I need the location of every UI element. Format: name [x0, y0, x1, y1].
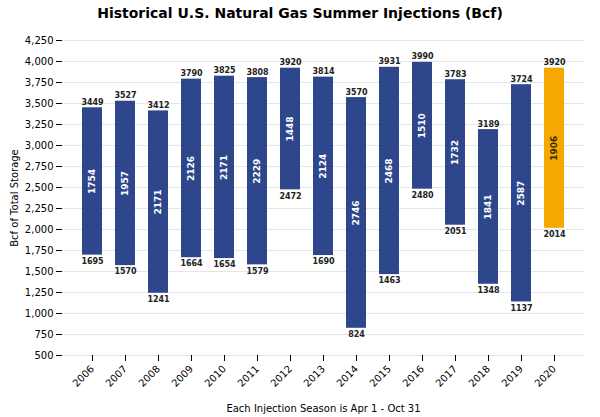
svg-text:3449: 3449: [81, 98, 104, 107]
svg-text:2171: 2171: [219, 155, 229, 180]
svg-text:1654: 1654: [213, 260, 236, 269]
svg-text:3412: 3412: [147, 101, 169, 110]
svg-text:3825: 3825: [213, 66, 236, 75]
svg-text:2013: 2013: [301, 363, 327, 389]
svg-text:2014: 2014: [334, 363, 360, 389]
svg-text:2051: 2051: [444, 227, 467, 236]
svg-text:2006: 2006: [70, 363, 96, 389]
svg-text:3790: 3790: [180, 69, 203, 78]
svg-text:2587: 2587: [516, 181, 526, 206]
svg-text:3,750: 3,750: [25, 77, 54, 88]
svg-text:1579: 1579: [246, 267, 269, 276]
svg-text:1732: 1732: [450, 140, 460, 165]
svg-text:2124: 2124: [318, 154, 328, 179]
svg-text:3724: 3724: [510, 75, 533, 84]
svg-text:2480: 2480: [411, 191, 434, 200]
svg-text:1,250: 1,250: [25, 287, 54, 298]
svg-text:1348: 1348: [477, 286, 500, 295]
svg-text:2,000: 2,000: [25, 224, 54, 235]
html-text:Historical U.S. Natural Gas Su: Historical U.S. Natural Gas Summer Injec…: [97, 5, 503, 21]
svg-text:3,000: 3,000: [25, 140, 54, 151]
svg-text:500: 500: [34, 350, 53, 361]
svg-text:750: 750: [34, 329, 53, 340]
svg-text:3931: 3931: [378, 57, 401, 66]
svg-text:2,250: 2,250: [25, 203, 54, 214]
svg-text:1841: 1841: [483, 194, 493, 219]
svg-text:824: 824: [348, 330, 365, 339]
svg-text:1241: 1241: [147, 295, 170, 304]
svg-text:4,000: 4,000: [25, 56, 54, 67]
svg-text:2020: 2020: [532, 363, 558, 389]
svg-text:1448: 1448: [285, 117, 295, 142]
svg-text:1695: 1695: [81, 257, 104, 266]
svg-text:3527: 3527: [114, 91, 136, 100]
svg-text:2,750: 2,750: [25, 161, 54, 172]
svg-text:Each Injection Season is Apr 1: Each Injection Season is Apr 1 - Oct 31: [226, 403, 420, 414]
svg-text:2018: 2018: [466, 363, 492, 389]
svg-text:2016: 2016: [400, 363, 426, 389]
svg-text:2012: 2012: [268, 363, 294, 389]
svg-text:3,250: 3,250: [25, 119, 54, 130]
svg-text:2746: 2746: [351, 200, 361, 225]
svg-text:Bcf of Total Storage: Bcf of Total Storage: [9, 149, 20, 247]
svg-text:2171: 2171: [153, 190, 163, 215]
svg-text:2009: 2009: [169, 363, 195, 389]
svg-text:1137: 1137: [510, 304, 532, 313]
svg-text:2010: 2010: [202, 363, 228, 389]
svg-text:2017: 2017: [433, 363, 459, 389]
svg-text:1664: 1664: [180, 259, 203, 268]
svg-text:1957: 1957: [120, 171, 130, 196]
svg-text:3570: 3570: [345, 88, 368, 97]
svg-text:3990: 3990: [411, 52, 434, 61]
svg-text:1,000: 1,000: [25, 308, 54, 319]
svg-text:2126: 2126: [186, 156, 196, 181]
svg-text:3920: 3920: [279, 58, 302, 67]
svg-text:2472: 2472: [279, 192, 301, 201]
svg-text:2468: 2468: [384, 158, 394, 183]
svg-text:3808: 3808: [246, 68, 269, 77]
svg-text:2014: 2014: [543, 230, 566, 239]
svg-text:1906: 1906: [549, 136, 559, 161]
svg-text:2019: 2019: [499, 363, 525, 389]
svg-text:2015: 2015: [367, 363, 393, 389]
svg-text:3189: 3189: [477, 120, 500, 129]
svg-text:2008: 2008: [136, 363, 162, 389]
svg-text:1463: 1463: [378, 276, 400, 285]
svg-text:2,500: 2,500: [25, 182, 54, 193]
svg-text:3814: 3814: [312, 67, 335, 76]
svg-text:1754: 1754: [87, 169, 97, 194]
svg-text:2007: 2007: [103, 363, 129, 389]
svg-text:3,500: 3,500: [25, 98, 54, 109]
svg-text:1510: 1510: [417, 113, 427, 138]
svg-text:4,250: 4,250: [25, 35, 54, 46]
svg-text:3920: 3920: [543, 58, 566, 67]
svg-text:1,500: 1,500: [25, 266, 54, 277]
svg-text:1,750: 1,750: [25, 245, 54, 256]
svg-text:2011: 2011: [235, 363, 261, 389]
svg-text:3783: 3783: [444, 70, 466, 79]
svg-text:2229: 2229: [252, 159, 262, 184]
svg-text:1690: 1690: [312, 257, 335, 266]
svg-text:1570: 1570: [114, 267, 137, 276]
